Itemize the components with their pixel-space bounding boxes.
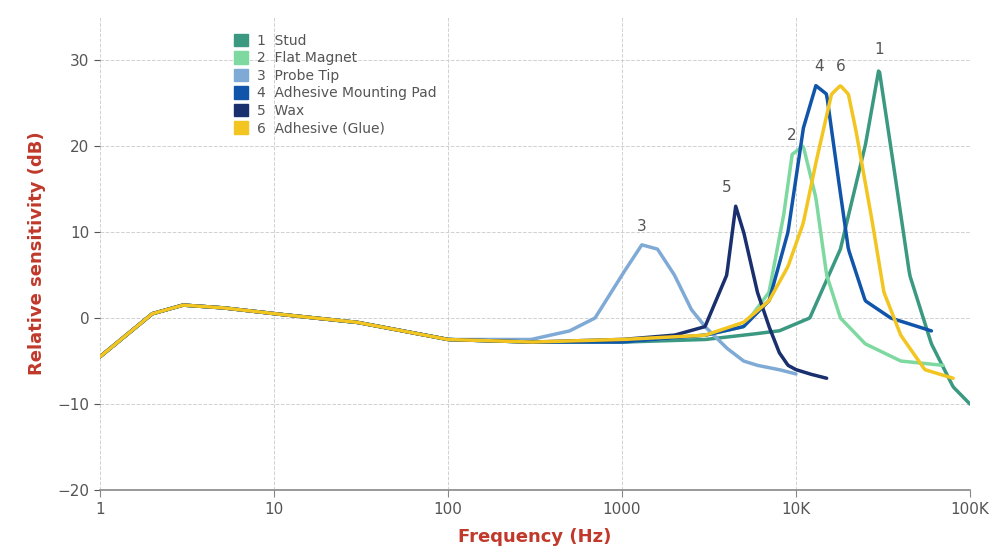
Y-axis label: Relative sensitivity (dB): Relative sensitivity (dB) xyxy=(28,131,46,375)
X-axis label: Frequency (Hz): Frequency (Hz) xyxy=(458,528,612,546)
Text: 5: 5 xyxy=(722,180,732,195)
Text: 2: 2 xyxy=(787,128,797,143)
Text: 4: 4 xyxy=(814,60,823,75)
Text: 6: 6 xyxy=(836,60,845,75)
Text: 1: 1 xyxy=(874,42,884,57)
Text: 3: 3 xyxy=(637,219,647,233)
Legend: 1  Stud, 2  Flat Magnet, 3  Probe Tip, 4  Adhesive Mounting Pad, 5  Wax, 6  Adhe: 1 Stud, 2 Flat Magnet, 3 Probe Tip, 4 Ad… xyxy=(229,28,442,141)
